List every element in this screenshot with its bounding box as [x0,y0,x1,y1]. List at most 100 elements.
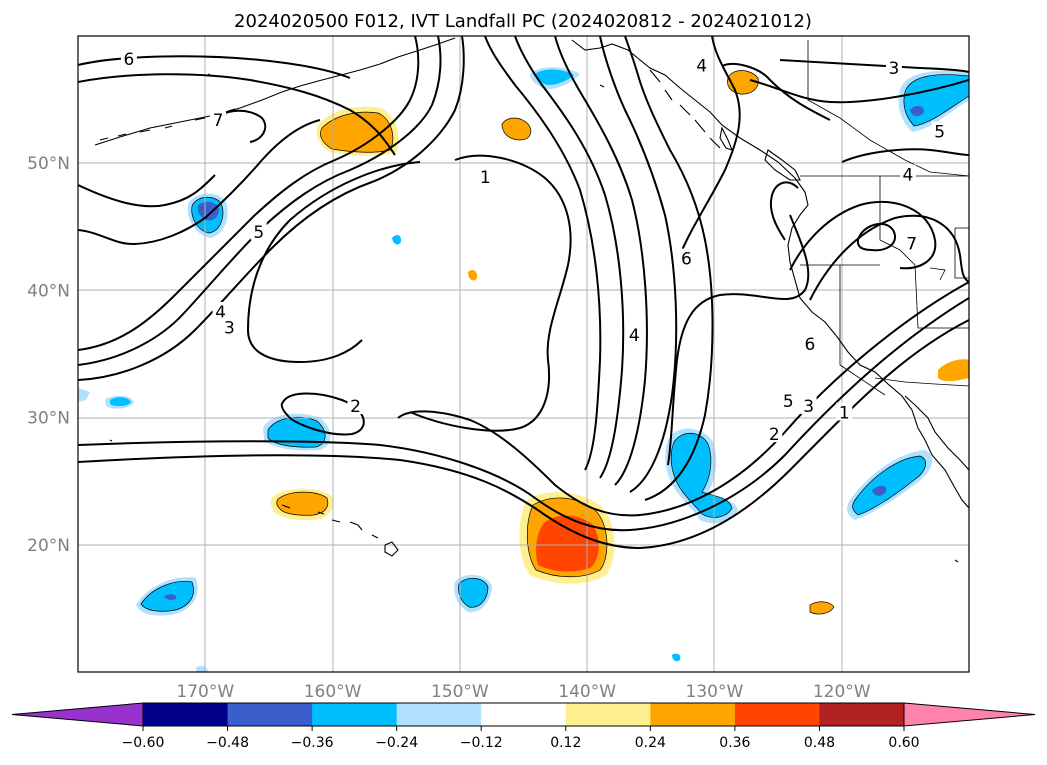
shading-outlines [140,70,969,615]
contour-label-background [899,164,916,183]
contour-line [78,36,420,351]
contour-label: 5 [934,122,945,142]
negative-anomaly-patch [78,388,90,402]
contour-line [247,329,363,364]
alaska-peninsula-coast [94,37,456,146]
state-border [839,265,886,396]
colorbar-tick-label: 0.48 [804,735,835,751]
contour-line [856,222,896,252]
latitude-labels: 50°N 40°N 30°N 20°N [27,154,70,556]
positive-anomaly-patch [468,270,478,281]
contour-line [679,36,741,256]
colorbar-tick-label: −0.36 [291,735,334,751]
negative-anomaly-patch [164,594,177,600]
colorbar-tick-label: 0.12 [550,735,581,751]
contour-label: 4 [215,303,226,323]
map-background [78,36,969,672]
colorbar [11,702,1036,727]
positive-anomaly-patch [810,601,834,615]
positive-anomaly-patch [502,118,531,140]
contour-label: 3 [888,59,899,79]
colorbar-segment [819,703,905,726]
contour-line [78,36,442,366]
longitude-label: 160°W [304,682,362,702]
longitude-label: 130°W [686,682,744,702]
contour-label: 1 [480,168,491,188]
contour-label: 6 [124,50,135,70]
contour-line [769,181,799,241]
negative-anomaly-patch [535,69,574,85]
colorbar-tick-label: 0.36 [719,735,750,751]
state-border [879,176,969,329]
contour-label-background [801,333,818,352]
negative-anomaly-patch [110,397,131,407]
aleutian-islands [99,108,236,141]
haida-gwaii-coast [719,126,733,151]
longitude-label: 170°W [176,682,234,702]
contour-line [78,119,321,246]
state-border [929,267,946,281]
graticule [78,36,969,672]
contour-label-background [210,109,227,128]
colorbar-segment [143,703,229,726]
contour-label: 4 [696,56,707,76]
colorbar-segment [565,703,651,726]
alaska-canada-border [807,40,969,177]
contour-line [841,148,969,163]
longitude-label: 140°W [558,682,616,702]
latitude-label: 40°N [27,281,70,301]
contour-line [78,297,969,532]
negative-anomaly-patch [852,456,926,515]
colorbar-segment [481,703,567,726]
contour-label-background [780,391,797,410]
contour-label-background [678,248,695,267]
negative-anomaly-patch [672,653,681,662]
positive-anomaly-patch [276,492,328,516]
contour-line [409,154,572,432]
latitude-label: 20°N [27,536,70,556]
colorbar-segment [396,703,482,726]
contour-line [397,281,969,517]
contour-line [779,59,969,73]
positive-anomaly-patch [320,112,393,153]
contour-label: 2 [769,425,780,445]
colorbar-tick-label: −0.24 [375,735,418,751]
positive-anomaly-patch [938,359,969,382]
negative-anomaly-patch [910,106,924,117]
negative-anomaly-patch [458,578,488,608]
contour-line [78,319,969,550]
contour-line [749,79,969,104]
contour-line [599,36,678,493]
negative-anomaly-patch [268,417,326,448]
alaska-panhandle-islands [649,69,721,149]
contour-label-background [221,317,238,336]
contour-line [247,161,421,331]
latitude-label: 30°N [27,409,70,429]
contour-label: 3 [803,397,814,417]
contour-label: 5 [783,392,794,412]
negative-anomaly-patch [872,485,887,496]
negative-anomaly-patch [392,234,402,245]
contour-label: 4 [902,166,913,186]
colorbar-tick-label: −0.12 [460,735,503,751]
contour-line [667,214,810,466]
contour-label: 4 [629,326,640,346]
colorbar-tick-label: 0.60 [888,735,919,751]
colorbar-extend-min [11,702,144,727]
contour-label-background [626,324,643,343]
contour-line [554,36,648,486]
longitude-label: 150°W [431,682,489,702]
colorbar-segment [650,703,736,726]
contour-label: 7 [906,234,917,254]
colorbar-tick-label: −0.60 [122,735,165,751]
map-frame [77,35,970,673]
contour-line [809,214,969,301]
figure-title: 2024020500 F012, IVT Landfall PC (202402… [234,11,812,32]
contour-label-background [347,396,364,415]
contour-label-background [693,55,710,74]
baja-peninsula-coast [904,395,969,471]
contour-line [514,36,625,479]
